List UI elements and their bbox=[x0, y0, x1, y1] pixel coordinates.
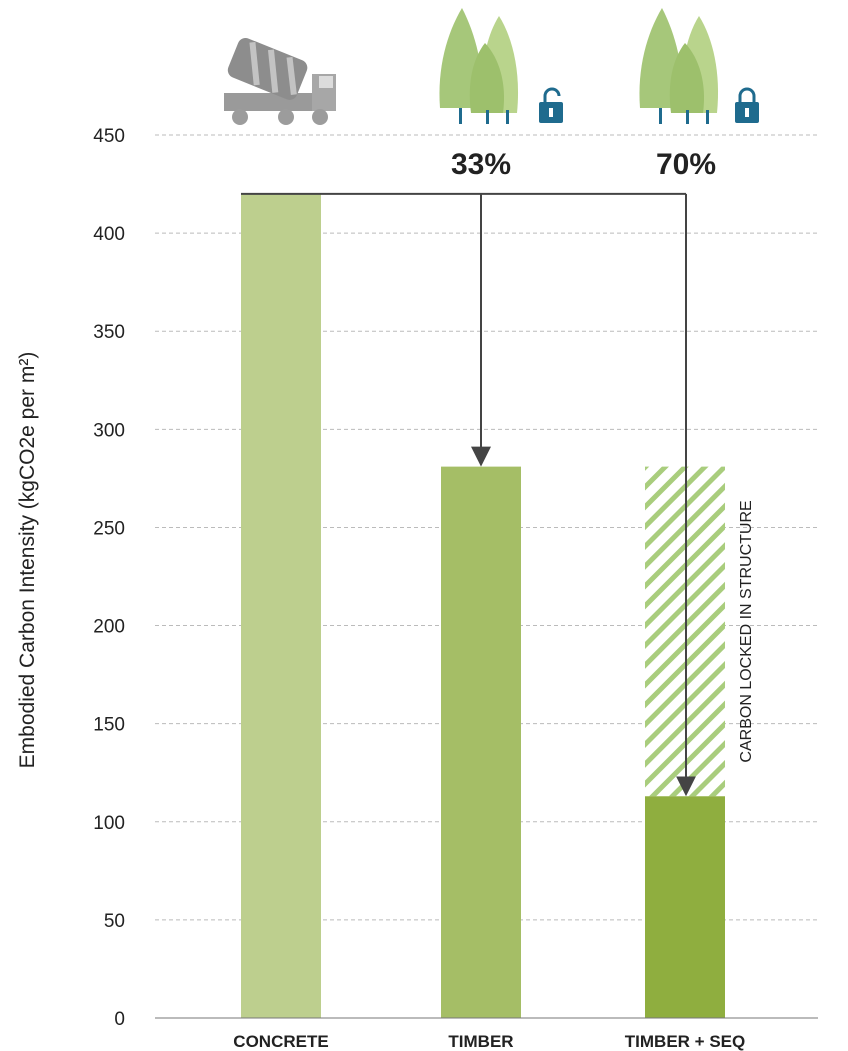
y-tick-label: 0 bbox=[114, 1009, 125, 1030]
bar-concrete bbox=[241, 193, 321, 1018]
y-tick-label: 250 bbox=[93, 518, 125, 539]
trees-with-lock-icon bbox=[439, 8, 563, 124]
y-axis-ticks: 0 50 100 150 200 250 300 350 400 450 bbox=[93, 126, 125, 1030]
x-tick-label: CONCRETE bbox=[233, 1032, 328, 1051]
y-tick-label: 450 bbox=[93, 126, 125, 147]
y-tick-label: 100 bbox=[93, 813, 125, 834]
concrete-mixer-truck-icon bbox=[224, 37, 336, 125]
reduction-label-timber-seq: 70% bbox=[656, 148, 716, 181]
y-tick-label: 200 bbox=[93, 617, 125, 638]
x-tick-label: TIMBER bbox=[448, 1032, 513, 1051]
y-axis-title: Embodied Carbon Intensity (kgCO2e per m²… bbox=[16, 352, 39, 769]
bar-timber bbox=[441, 466, 521, 1018]
carbon-locked-annotation: CARBON LOCKED IN STRUCTURE bbox=[738, 500, 755, 762]
bar-timber-seq bbox=[645, 796, 725, 1018]
reduction-arrows bbox=[241, 192, 696, 797]
x-axis-labels: CONCRETE TIMBER TIMBER + SEQ bbox=[233, 1032, 745, 1051]
bars bbox=[241, 193, 725, 1018]
y-tick-label: 150 bbox=[93, 715, 125, 736]
y-tick-label: 300 bbox=[93, 420, 125, 441]
trees-with-lock-icon bbox=[639, 8, 759, 124]
y-tick-label: 350 bbox=[93, 322, 125, 343]
y-tick-label: 50 bbox=[104, 911, 125, 932]
reduction-label-timber: 33% bbox=[451, 148, 511, 181]
x-tick-label: TIMBER + SEQ bbox=[625, 1032, 745, 1051]
y-tick-label: 400 bbox=[93, 224, 125, 245]
